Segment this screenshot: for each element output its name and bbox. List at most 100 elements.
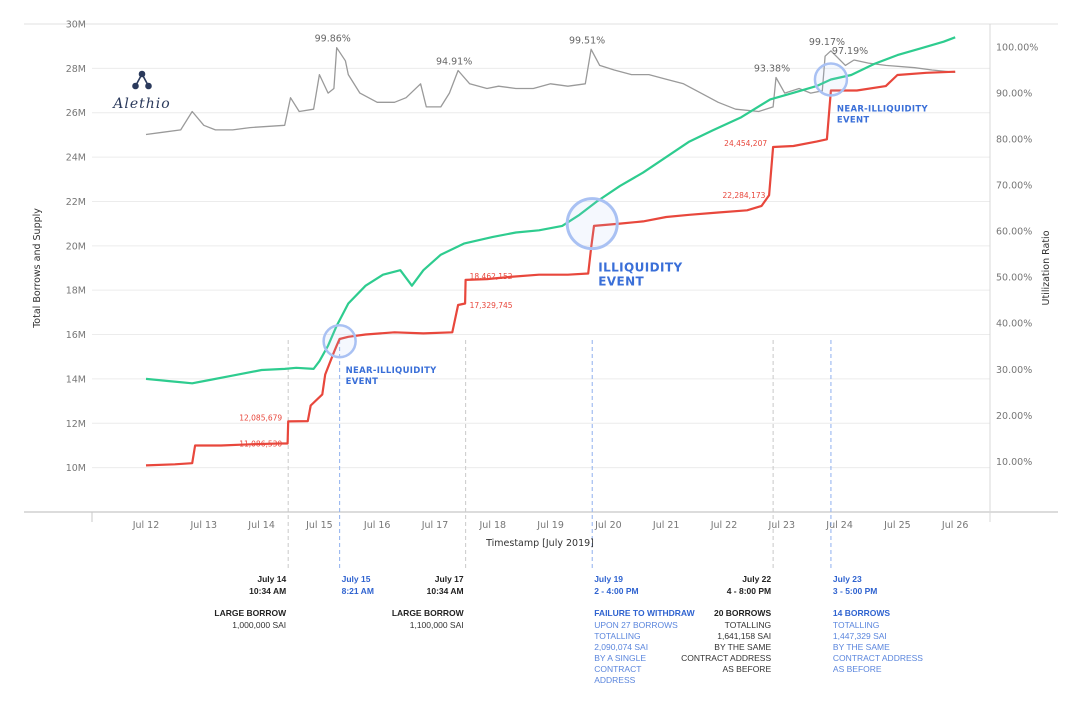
timeline-title: FAILURE TO WITHDRAW	[594, 608, 695, 618]
event-label: EVENT	[837, 115, 870, 125]
series-borrows-line	[145, 70, 956, 467]
x-axis-title: Timestamp [July 2019]	[485, 538, 594, 549]
timeline-body-line: 1,000,000 SAI	[232, 620, 286, 630]
timeline-body-line: CONTRACT ADDRESS	[681, 653, 771, 663]
timeline-time: 10:34 AM	[249, 586, 286, 596]
event-label: EVENT	[346, 377, 379, 387]
right-axis-title: Utilization Ratio	[1041, 230, 1052, 305]
left-tick-label: 10M	[66, 463, 86, 474]
event-label: NEAR-ILLIQUIDITY	[837, 104, 929, 114]
left-tick-label: 16M	[66, 330, 86, 341]
timeline-date: July 23	[833, 574, 862, 584]
timeline-body-line: CONTRACT	[594, 664, 641, 674]
series-supply-line	[145, 36, 956, 385]
x-tick-label: Jul 19	[536, 520, 564, 531]
borrow-value-label: 17,329,745	[470, 301, 513, 310]
utilization-peak-label: 94.91%	[436, 56, 472, 67]
x-tick-label: Jul 24	[825, 520, 853, 531]
x-tick-label: Jul 26	[941, 520, 969, 531]
timeline-time: 2 - 4:00 PM	[594, 586, 638, 596]
right-axis-ticks: 10.00% 20.00% 30.00% 40.00% 50.00% 60.00% 70.0…	[996, 43, 1038, 468]
right-tick-label: 90.00%	[996, 89, 1032, 100]
timeline-title: 14 BORROWS	[833, 608, 890, 618]
logo-mark-icon	[132, 70, 152, 90]
borrow-value-label: 11,086,530	[239, 440, 282, 449]
x-tick-label: Jul 17	[421, 520, 449, 531]
right-tick-label: 70.00%	[996, 181, 1032, 192]
event-highlight-circle	[813, 62, 849, 97]
timeline-title: 20 BORROWS	[714, 608, 771, 618]
right-tick-label: 50.00%	[996, 273, 1032, 284]
timeline-body-line: 2,090,074 SAI	[594, 642, 648, 652]
series-utilization-line	[145, 47, 956, 136]
borrow-value-label: 12,085,679	[239, 413, 282, 422]
timeline-time: 8:21 AM	[342, 586, 374, 596]
borrow-value-label: 22,284,173	[722, 191, 765, 200]
timeline-time: 4 - 8:00 PM	[727, 586, 771, 596]
x-tick-label: Jul 16	[363, 520, 391, 531]
right-tick-label: 40.00%	[996, 319, 1032, 330]
timeline-time: 3 - 5:00 PM	[833, 586, 877, 596]
series-lines	[145, 36, 956, 467]
right-tick-label: 10.00%	[996, 457, 1032, 468]
utilization-peak-label: 97.19%	[832, 46, 868, 57]
timeline-body-line: AS BEFORE	[833, 664, 882, 674]
timeline-body-line: 1,641,158 SAI	[717, 631, 771, 641]
left-tick-label: 30M	[66, 20, 86, 31]
timeline-date: July 22	[742, 574, 771, 584]
event-label: EVENT	[598, 275, 644, 289]
utilization-peak-label: 93.38%	[754, 63, 790, 74]
left-tick-label: 18M	[66, 286, 86, 297]
right-tick-label: 80.00%	[996, 135, 1032, 146]
timeline-body-line: 1,447,329 SAI	[833, 631, 887, 641]
right-tick-label: 100.00%	[996, 43, 1038, 54]
event-highlight-circle	[565, 197, 619, 251]
utilization-peak-label: 99.51%	[569, 35, 605, 46]
x-axis-ticks: Jul 12 Jul 13 Jul 14 Jul 15 Jul 16 Jul 17 Jul …	[132, 520, 969, 531]
timeline-body-line: BY THE SAME	[714, 642, 771, 652]
left-tick-label: 26M	[66, 108, 86, 119]
right-tick-label: 30.00%	[996, 365, 1032, 376]
x-tick-label: Jul 20	[594, 520, 622, 531]
left-tick-label: 22M	[66, 197, 86, 208]
left-tick-label: 12M	[66, 419, 86, 430]
timeline-body-line: CONTRACT ADDRESS	[833, 653, 923, 663]
timeline-date: July 17	[435, 574, 464, 584]
event-highlight-circle	[322, 323, 357, 359]
left-tick-label: 14M	[66, 374, 86, 385]
event-label: ILLIQUIDITY	[598, 261, 682, 275]
utilization-peak-label: 99.86%	[315, 34, 351, 45]
value-labels: 99.86% 94.91% 99.51% 93.38% 99.17%97.19% 12,0…	[239, 34, 868, 449]
timeline-body-line: AS BEFORE	[722, 664, 771, 674]
x-tick-label: Jul 18	[479, 520, 507, 531]
borrow-value-label: 18,462,152	[470, 272, 513, 281]
right-tick-label: 60.00%	[996, 227, 1032, 238]
x-tick-label: Jul 15	[305, 520, 333, 531]
event-timeline: July 14 10:34 AM LARGE BORROW 1,000,000 SAI…	[214, 574, 923, 685]
timeline-body-line: TOTALLING	[594, 631, 640, 641]
timeline-body-line: ADDRESS	[594, 675, 635, 685]
x-tick-label: Jul 12	[132, 520, 160, 531]
timeline-body-line: TOTALLING	[725, 620, 771, 630]
timeline-body-line: 1,100,000 SAI	[410, 620, 464, 630]
x-tick-label: Jul 25	[883, 520, 911, 531]
left-tick-label: 24M	[66, 153, 86, 164]
timeline-body-line: UPON 27 BORROWS	[594, 620, 678, 630]
timeline-title: LARGE BORROW	[214, 608, 287, 618]
right-tick-label: 20.00%	[996, 411, 1032, 422]
x-tick-label: Jul 13	[190, 520, 218, 531]
axes	[24, 23, 1058, 522]
timeline-date: July 15	[342, 574, 371, 584]
x-tick-label: Jul 14	[247, 520, 275, 531]
timeline-body-line: BY A SINGLE	[594, 653, 646, 663]
borrow-value-label: 24,454,207	[724, 139, 767, 148]
timeline-time: 10:34 AM	[427, 586, 464, 596]
left-axis-title: Total Borrows and Supply	[32, 208, 43, 329]
x-tick-label: Jul 22	[710, 520, 738, 531]
alethio-logo: Alethio	[111, 70, 170, 112]
left-tick-label: 28M	[66, 64, 86, 75]
event-markers: NEAR-ILLIQUIDITYEVENTILLIQUIDITYEVENTNEA…	[322, 62, 929, 387]
x-tick-label: Jul 23	[768, 520, 796, 531]
event-label: NEAR-ILLIQUIDITY	[346, 366, 438, 376]
